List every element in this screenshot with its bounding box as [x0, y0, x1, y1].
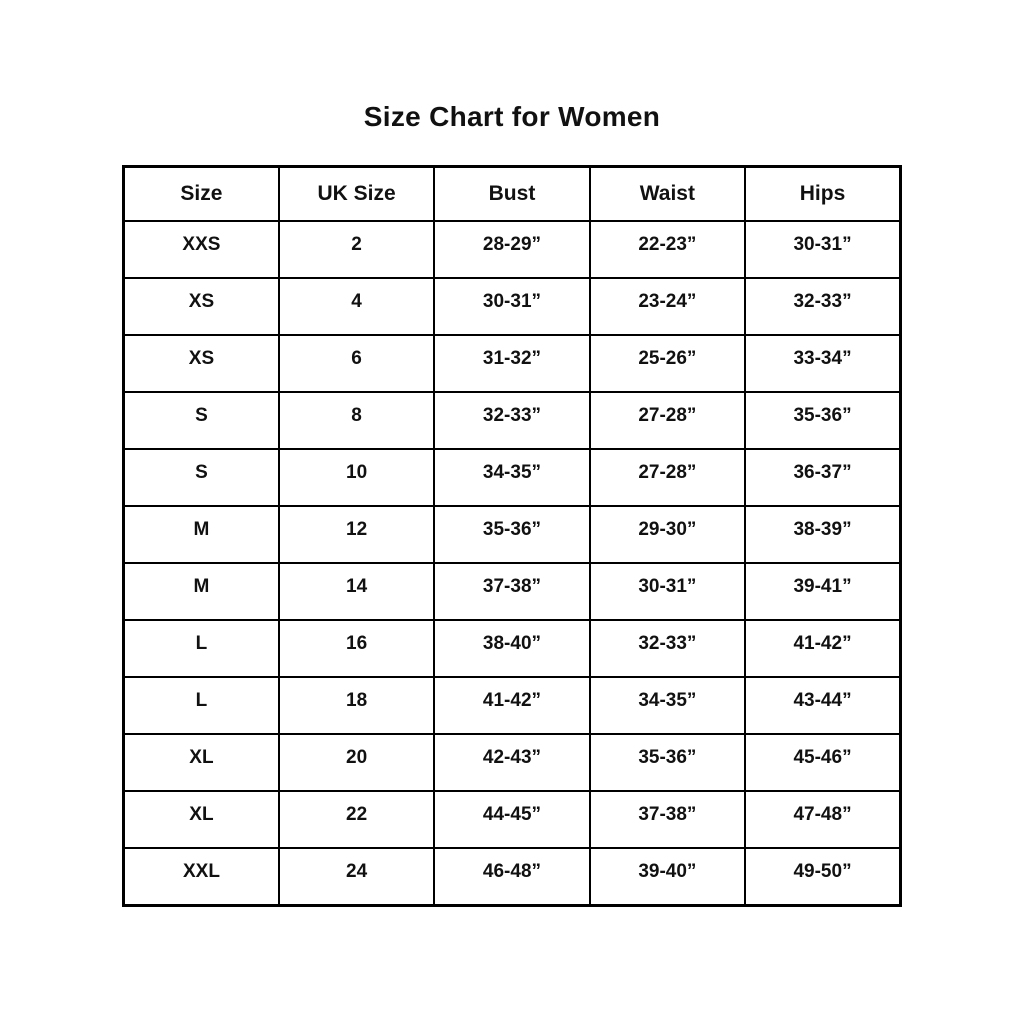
cell-waist: 25-26”	[588, 334, 747, 393]
cell-size: XL	[122, 733, 280, 792]
table-body: XXS 2 28-29” 22-23” 30-31” XS 4 30-31” 23-24” 32-…	[122, 220, 902, 907]
cell-hips: 32-33”	[744, 277, 902, 336]
cell-bust: 30-31”	[433, 277, 591, 336]
cell-waist: 27-28”	[588, 391, 747, 450]
cell-uk-size: 14	[277, 562, 436, 621]
column-header-waist: Waist	[588, 165, 747, 222]
cell-uk-size: 10	[277, 448, 436, 507]
cell-uk-size: 4	[277, 277, 436, 336]
cell-uk-size: 24	[277, 847, 436, 907]
cell-size: M	[122, 562, 280, 621]
table-row: XXS 2 28-29” 22-23” 30-31”	[122, 220, 902, 279]
header-row: Size UK Size Bust Waist Hips	[122, 165, 902, 222]
cell-size: M	[122, 505, 280, 564]
cell-hips: 30-31”	[744, 220, 902, 279]
cell-waist: 29-30”	[588, 505, 747, 564]
cell-bust: 31-32”	[433, 334, 591, 393]
table-row: L 18 41-42” 34-35” 43-44”	[122, 676, 902, 735]
cell-uk-size: 8	[277, 391, 436, 450]
cell-hips: 49-50”	[744, 847, 902, 907]
cell-bust: 41-42”	[433, 676, 591, 735]
table-row: M 14 37-38” 30-31” 39-41”	[122, 562, 902, 621]
cell-waist: 34-35”	[588, 676, 747, 735]
cell-size: S	[122, 391, 280, 450]
cell-hips: 35-36”	[744, 391, 902, 450]
cell-uk-size: 12	[277, 505, 436, 564]
table-row: XXL 24 46-48” 39-40” 49-50”	[122, 847, 902, 907]
cell-size: XXS	[122, 220, 280, 279]
cell-uk-size: 16	[277, 619, 436, 678]
cell-size: XXL	[122, 847, 280, 907]
cell-bust: 37-38”	[433, 562, 591, 621]
column-header-uk-size: UK Size	[277, 165, 436, 222]
cell-bust: 46-48”	[433, 847, 591, 907]
table-row: XL 22 44-45” 37-38” 47-48”	[122, 790, 902, 849]
cell-bust: 35-36”	[433, 505, 591, 564]
table-row: XS 6 31-32” 25-26” 33-34”	[122, 334, 902, 393]
table-row: M 12 35-36” 29-30” 38-39”	[122, 505, 902, 564]
cell-bust: 44-45”	[433, 790, 591, 849]
cell-uk-size: 2	[277, 220, 436, 279]
cell-hips: 36-37”	[744, 448, 902, 507]
size-chart-table: Size UK Size Bust Waist Hips XXS 2 28-29” 22-23…	[122, 165, 902, 907]
cell-size: XS	[122, 277, 280, 336]
cell-hips: 47-48”	[744, 790, 902, 849]
cell-hips: 41-42”	[744, 619, 902, 678]
table-row: XL 20 42-43” 35-36” 45-46”	[122, 733, 902, 792]
table-row: S 8 32-33” 27-28” 35-36”	[122, 391, 902, 450]
cell-uk-size: 22	[277, 790, 436, 849]
column-header-bust: Bust	[433, 165, 591, 222]
column-header-hips: Hips	[744, 165, 902, 222]
cell-bust: 34-35”	[433, 448, 591, 507]
cell-bust: 28-29”	[433, 220, 591, 279]
cell-hips: 45-46”	[744, 733, 902, 792]
table-row: S 10 34-35” 27-28” 36-37”	[122, 448, 902, 507]
page-title: Size Chart for Women	[363, 101, 661, 132]
cell-waist: 27-28”	[588, 448, 747, 507]
cell-waist: 37-38”	[588, 790, 747, 849]
table-head: Size UK Size Bust Waist Hips	[122, 165, 902, 222]
column-header-size: Size	[122, 165, 280, 222]
cell-bust: 38-40”	[433, 619, 591, 678]
cell-waist: 35-36”	[588, 733, 747, 792]
table-row: L 16 38-40” 32-33” 41-42”	[122, 619, 902, 678]
cell-hips: 43-44”	[744, 676, 902, 735]
cell-size: L	[122, 676, 280, 735]
cell-uk-size: 6	[277, 334, 436, 393]
cell-size: XL	[122, 790, 280, 849]
cell-uk-size: 20	[277, 733, 436, 792]
cell-hips: 33-34”	[744, 334, 902, 393]
cell-bust: 32-33”	[433, 391, 591, 450]
cell-uk-size: 18	[277, 676, 436, 735]
cell-waist: 39-40”	[588, 847, 747, 907]
cell-size: L	[122, 619, 280, 678]
cell-waist: 30-31”	[588, 562, 747, 621]
cell-hips: 39-41”	[744, 562, 902, 621]
cell-size: XS	[122, 334, 280, 393]
cell-size: S	[122, 448, 280, 507]
size-chart-page: Size Chart for Women Size UK Size Bust Wais…	[122, 101, 902, 907]
cell-bust: 42-43”	[433, 733, 591, 792]
cell-waist: 22-23”	[588, 220, 747, 279]
cell-waist: 23-24”	[588, 277, 747, 336]
cell-hips: 38-39”	[744, 505, 902, 564]
cell-waist: 32-33”	[588, 619, 747, 678]
table-row: XS 4 30-31” 23-24” 32-33”	[122, 277, 902, 336]
